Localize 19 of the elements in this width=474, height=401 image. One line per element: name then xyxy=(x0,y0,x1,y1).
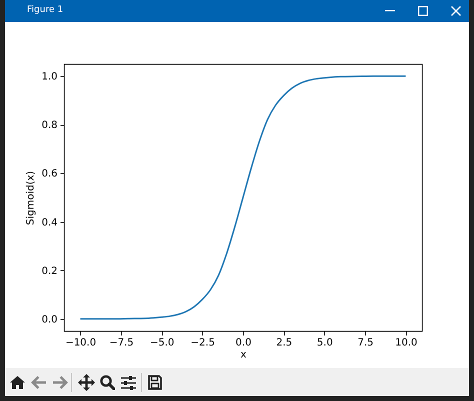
x-tick-label: 2.5 xyxy=(276,338,292,348)
x-tick-label: −7.5 xyxy=(109,338,134,348)
x-tick-label: 10.0 xyxy=(395,338,418,348)
y-tick-label: 0.8 xyxy=(42,120,58,132)
x-tick-label: −2.5 xyxy=(190,338,215,348)
y-tick-label: 0.4 xyxy=(42,217,58,228)
y-axis-title: Sigmoid(x) xyxy=(26,170,37,226)
line-series xyxy=(80,75,406,320)
x-tick-label: −5.0 xyxy=(150,338,174,348)
y-tick-label: 1.0 xyxy=(42,72,58,83)
y-tick-label: 0.2 xyxy=(42,266,58,277)
x-tick-label: 7.5 xyxy=(358,338,374,348)
y-tick-label: 0.6 xyxy=(42,168,58,180)
chart-title: Figure 1 xyxy=(27,5,64,15)
y-tick-label: 0.0 xyxy=(42,314,58,326)
x-tick-label: −10.0 xyxy=(65,338,96,348)
x-tick-label: 5.0 xyxy=(316,338,333,348)
x-axis-title: x xyxy=(240,350,247,360)
x-tick-label: 0.0 xyxy=(236,338,252,348)
